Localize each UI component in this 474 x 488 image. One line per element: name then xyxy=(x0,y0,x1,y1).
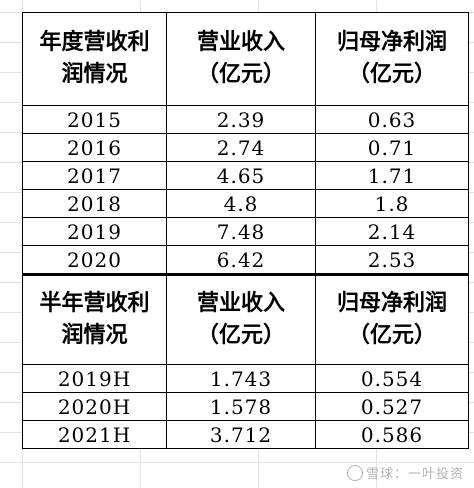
header-line: （亿元） xyxy=(196,62,285,87)
financial-table: 年度营收利 润情况 营业收入 （亿元） 归母净利润 （亿元） 2015 2.39… xyxy=(22,12,469,449)
table-row: 2015 2.39 0.63 xyxy=(22,105,469,134)
half-year-header-period[interactable]: 半年营收利 润情况 xyxy=(22,273,167,365)
header-line: 年度营收利 xyxy=(39,30,150,55)
year-cell[interactable]: 2015 xyxy=(22,105,167,134)
header-line: （亿元） xyxy=(347,62,436,87)
annual-header-row: 年度营收利 润情况 营业收入 （亿元） 归母净利润 （亿元） xyxy=(22,12,469,106)
revenue-cell[interactable]: 3.712 xyxy=(166,420,316,449)
net-profit-cell[interactable]: 0.71 xyxy=(315,133,469,162)
net-profit-cell[interactable]: 1.71 xyxy=(315,161,469,190)
net-profit-cell[interactable]: 0.586 xyxy=(315,420,469,449)
table-row: 2020H 1.578 0.527 xyxy=(22,392,469,421)
year-cell[interactable]: 2016 xyxy=(22,133,167,162)
net-profit-cell[interactable]: 2.14 xyxy=(315,217,469,246)
header-line: 半年营收利 xyxy=(39,291,150,316)
revenue-cell[interactable]: 7.48 xyxy=(166,217,316,246)
half-year-header-row: 半年营收利 润情况 营业收入 （亿元） 归母净利润 （亿元） xyxy=(22,273,469,365)
table-row: 2020 6.42 2.53 xyxy=(22,245,469,275)
year-cell[interactable]: 2020 xyxy=(22,245,167,275)
net-profit-cell[interactable]: 0.527 xyxy=(315,392,469,421)
net-profit-cell[interactable]: 2.53 xyxy=(315,245,469,275)
header-line: 营业收入 xyxy=(196,291,285,316)
period-cell[interactable]: 2021H xyxy=(22,420,167,449)
annual-header-period[interactable]: 年度营收利 润情况 xyxy=(22,12,167,106)
header-line: 润情况 xyxy=(61,62,128,87)
revenue-cell[interactable]: 2.74 xyxy=(166,133,316,162)
table-row: 2019H 1.743 0.554 xyxy=(22,364,469,393)
revenue-cell[interactable]: 1.743 xyxy=(166,364,316,393)
header-line: 营业收入 xyxy=(196,30,285,55)
header-line: 润情况 xyxy=(61,323,128,348)
revenue-cell[interactable]: 1.578 xyxy=(166,392,316,421)
watermark: 雪球：一叶投资 xyxy=(346,463,464,482)
header-line: （亿元） xyxy=(196,323,285,348)
half-year-header-net-profit[interactable]: 归母净利润 （亿元） xyxy=(315,273,469,365)
snowball-logo-icon xyxy=(346,465,363,481)
revenue-cell[interactable]: 6.42 xyxy=(166,245,316,275)
annual-header-net-profit[interactable]: 归母净利润 （亿元） xyxy=(315,12,469,106)
header-line: 归母净利润 xyxy=(336,30,447,55)
header-line: （亿元） xyxy=(347,323,436,348)
year-cell[interactable]: 2017 xyxy=(22,161,167,190)
half-year-header-revenue[interactable]: 营业收入 （亿元） xyxy=(166,273,316,365)
net-profit-cell[interactable]: 0.63 xyxy=(315,105,469,134)
year-cell[interactable]: 2019 xyxy=(22,217,167,246)
header-line: 归母净利润 xyxy=(336,291,447,316)
year-cell[interactable]: 2018 xyxy=(22,189,167,218)
table-row: 2016 2.74 0.71 xyxy=(22,133,469,162)
revenue-cell[interactable]: 4.8 xyxy=(166,189,316,218)
net-profit-cell[interactable]: 0.554 xyxy=(315,364,469,393)
watermark-text: 雪球：一叶投资 xyxy=(365,467,464,482)
table-row: 2017 4.65 1.71 xyxy=(22,161,469,190)
net-profit-cell[interactable]: 1.8 xyxy=(315,189,469,218)
period-cell[interactable]: 2019H xyxy=(22,364,167,393)
period-cell[interactable]: 2020H xyxy=(22,392,167,421)
annual-header-revenue[interactable]: 营业收入 （亿元） xyxy=(166,12,316,106)
table-row: 2019 7.48 2.14 xyxy=(22,217,469,246)
table-row: 2021H 3.712 0.586 xyxy=(22,420,469,449)
table-row: 2018 4.8 1.8 xyxy=(22,189,469,218)
revenue-cell[interactable]: 2.39 xyxy=(166,105,316,134)
revenue-cell[interactable]: 4.65 xyxy=(166,161,316,190)
